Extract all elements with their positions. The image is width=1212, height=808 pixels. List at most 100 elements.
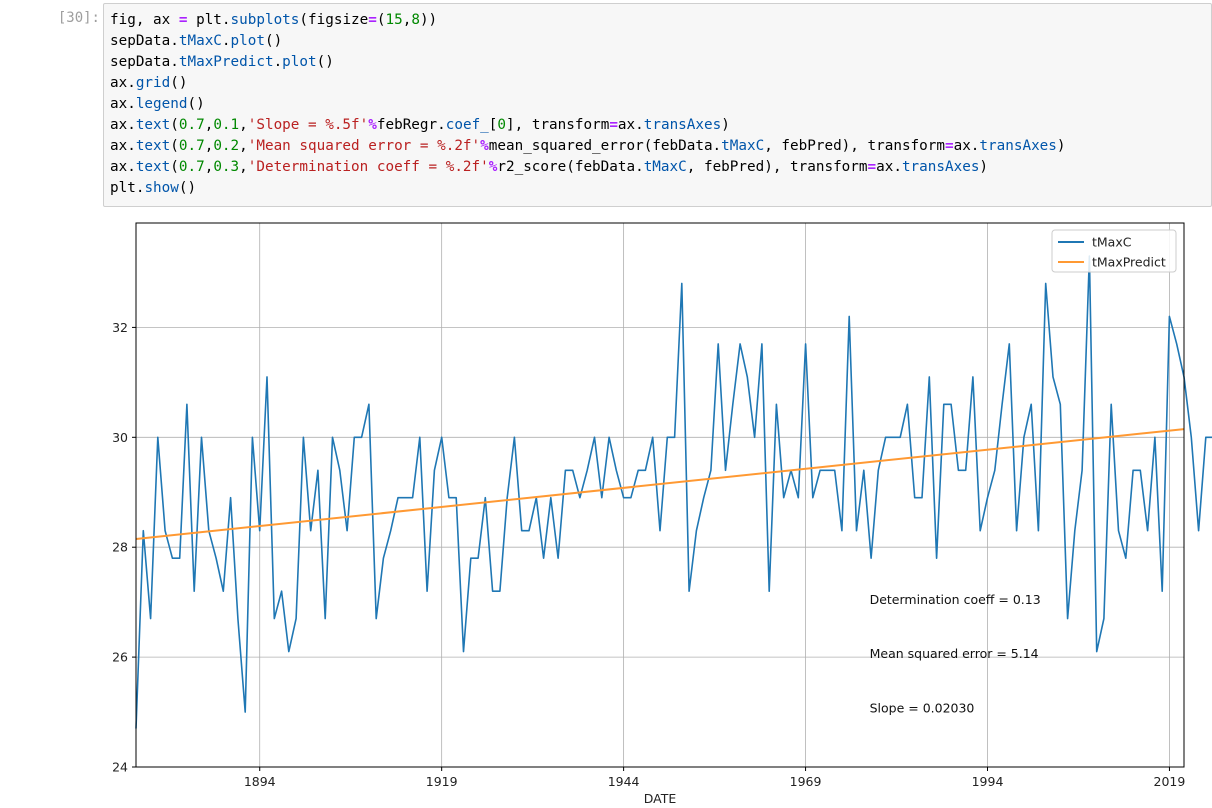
code-token: grid: [135, 75, 171, 91]
code-token: ,: [239, 138, 248, 154]
code-token: legend: [135, 96, 188, 112]
code-token: tMaxC: [721, 138, 765, 154]
code-token: transAxes: [979, 138, 1057, 154]
code-token: =: [944, 138, 954, 154]
code-token: .: [273, 54, 283, 70]
code-token: plot: [230, 33, 265, 49]
y-tick-label: 32: [112, 320, 128, 335]
code-line: plt.show(): [110, 178, 1205, 199]
code-token: plot: [282, 54, 317, 70]
code-token: (): [187, 96, 205, 112]
code-line: fig, ax = plt.subplots(figsize=(15,8)): [110, 10, 1205, 31]
code-line: ax.grid(): [110, 73, 1205, 94]
code-token: (: [170, 138, 179, 154]
code-token: plt.: [187, 12, 231, 28]
code-token: tMaxC: [643, 159, 687, 175]
code-token: [: [488, 117, 498, 133]
code-token: ax.: [110, 117, 136, 133]
code-token: ): [1056, 138, 1066, 154]
code-token: =: [867, 159, 877, 175]
code-token: transAxes: [643, 117, 722, 133]
code-token: (figsize: [299, 12, 369, 28]
code-token: ax.: [876, 159, 902, 175]
code-token: =: [178, 12, 188, 28]
y-tick-label: 28: [112, 540, 128, 555]
code-token: ): [979, 159, 989, 175]
code-token: ,: [402, 12, 412, 28]
cell-prompt: [30]:: [57, 10, 100, 26]
x-tick-label: 1919: [426, 774, 458, 789]
code-token: fig, ax: [110, 12, 179, 28]
code-token: ax.: [953, 138, 980, 154]
code-token: ,: [204, 117, 214, 133]
x-tick-label: 2019: [1154, 774, 1186, 789]
code-token: 8: [411, 12, 420, 28]
code-token: %: [488, 159, 498, 175]
code-token: 15: [385, 12, 403, 28]
code-token: 0.2: [213, 138, 240, 154]
code-line: sepData.tMaxPredict.plot(): [110, 52, 1205, 73]
plot-area: [136, 223, 1184, 767]
code-line: ax.text(0.7,0.1,'Slope = %.5f'%febRegr.c…: [110, 115, 1205, 136]
code-token: text: [135, 117, 171, 133]
annotation-text: Mean squared error = 5.14: [870, 646, 1039, 661]
code-token: tMaxPredict: [178, 54, 274, 70]
code-token: (): [170, 75, 188, 91]
x-tick-label: 1994: [972, 774, 1004, 789]
y-tick-label: 30: [112, 430, 128, 445]
x-axis-label: DATE: [644, 791, 677, 806]
code-token: , febPred), transform: [686, 159, 868, 175]
code-token: ax.: [110, 75, 136, 91]
code-token: sepData.: [110, 33, 179, 49]
code-token: 0.7: [178, 159, 205, 175]
x-tick-label: 1969: [790, 774, 822, 789]
code-token: (): [264, 33, 283, 49]
code-token: febRegr.: [376, 117, 446, 133]
code-token: .: [221, 33, 231, 49]
code-token: %: [368, 117, 377, 133]
code-token: 0.1: [213, 117, 240, 133]
code-token: show: [144, 180, 179, 196]
code-token: 'Slope = %.5f': [247, 117, 369, 133]
code-line: ax.text(0.7,0.2,'Mean squared error = %.…: [110, 136, 1205, 157]
code-line: ax.legend(): [110, 94, 1205, 115]
code-token: )): [419, 12, 438, 28]
code-token: text: [135, 138, 171, 154]
code-token: ax.: [617, 117, 644, 133]
code-token: 0.7: [178, 117, 205, 133]
code-token: =: [609, 117, 618, 133]
code-token: mean_squared_error(febData.: [488, 138, 722, 154]
x-tick-label: 1944: [608, 774, 640, 789]
axes-frame: [135, 222, 1185, 768]
code-token: sepData.: [110, 54, 179, 70]
code-token: ,: [204, 138, 214, 154]
code-token: =: [368, 12, 377, 28]
code-input-cell[interactable]: fig, ax = plt.subplots(figsize=(15,8)) se…: [103, 3, 1212, 207]
code-token: (: [170, 117, 179, 133]
code-token: text: [135, 159, 171, 175]
code-token: ,: [239, 117, 248, 133]
code-token: ax.: [110, 138, 136, 154]
annotation-text: Determination coeff = 0.13: [870, 592, 1041, 607]
code-token: ax.: [110, 96, 136, 112]
code-token: (): [316, 54, 334, 70]
code-token: %: [480, 138, 489, 154]
code-token: plt.: [110, 180, 145, 196]
code-token: 0.7: [178, 138, 205, 154]
code-token: 0.3: [213, 159, 240, 175]
y-tick-label: 24: [112, 760, 128, 775]
code-token: ,: [239, 159, 248, 175]
code-token: tMaxC: [178, 33, 222, 49]
code-token: transAxes: [901, 159, 980, 175]
code-token: (): [178, 180, 197, 196]
code-line: ax.text(0.7,0.3,'Determination coeff = %…: [110, 157, 1205, 178]
code-line: sepData.tMaxC.plot(): [110, 31, 1205, 52]
code-token: coef_: [445, 117, 489, 133]
code-token: ): [721, 117, 730, 133]
code-token: ax.: [110, 159, 136, 175]
y-tick-label: 26: [112, 650, 128, 665]
code-token: 'Mean squared error = %.2f': [247, 138, 481, 154]
legend-label: tMaxC: [1092, 235, 1132, 250]
x-tick-label: 1894: [244, 774, 276, 789]
